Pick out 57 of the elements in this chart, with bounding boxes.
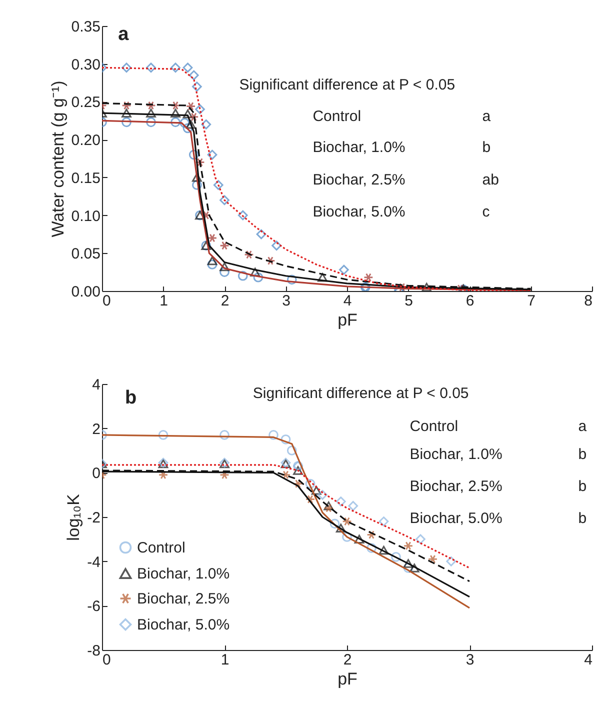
annotation: Control <box>312 108 362 126</box>
y-tick-label: 2 <box>92 420 100 438</box>
annotation: Biochar, 1.0% <box>410 446 502 463</box>
x-tick-label: 2 <box>220 292 230 310</box>
x-tick-label: 4 <box>584 652 592 668</box>
x-tick-label: 4 <box>343 292 352 310</box>
annotation: b <box>482 139 491 156</box>
annotation: b <box>578 478 587 495</box>
x-axis-title: pF <box>338 670 358 688</box>
annotation: Significant difference at P < 0.05 <box>252 385 469 402</box>
legend-label: Biochar, 1.0% <box>137 566 230 582</box>
x-tick-label: 7 <box>527 292 536 310</box>
annotation: Biochar, 1.0% <box>312 139 406 156</box>
annotation: a <box>482 108 492 126</box>
annotation: b <box>578 510 587 528</box>
x-tick-label: 5 <box>404 292 413 310</box>
annotation: Significant difference at P < 0.05 <box>239 76 456 94</box>
y-tick-label: 0 <box>92 465 100 482</box>
y-tick-label: 0.35 <box>71 18 100 36</box>
annotation: ab <box>482 172 499 189</box>
y-tick-label: -4 <box>87 554 100 571</box>
x-tick-label: 0 <box>102 292 111 310</box>
annotation: a <box>578 418 588 436</box>
annotation: Control <box>410 418 458 436</box>
y-tick-label: 0.25 <box>71 94 100 112</box>
annotation: b <box>125 387 137 408</box>
y-tick-label: 4 <box>92 376 100 394</box>
annotation: Biochar, 2.5% <box>312 172 406 189</box>
x-axis-title: pF <box>338 310 358 330</box>
legend-label: Biochar, 2.5% <box>137 590 230 608</box>
x-tick-label: 8 <box>584 292 592 310</box>
annotation: c <box>482 204 490 220</box>
y-tick-label: -8 <box>87 642 100 660</box>
x-tick-label: 2 <box>343 652 352 668</box>
annotation: Biochar, 5.0% <box>410 510 502 528</box>
x-tick-label: 1 <box>220 652 230 668</box>
x-tick-label: 1 <box>160 292 168 310</box>
x-tick-label: 6 <box>466 292 474 310</box>
y-axis-title: log₁₀K <box>64 493 84 541</box>
y-tick-label: 0.20 <box>71 132 100 150</box>
y-tick-label: 0.00 <box>71 284 100 300</box>
legend-label: Biochar, 5.0% <box>137 616 230 634</box>
y-tick-label: -2 <box>87 510 100 526</box>
y-axis-title: Water content (g g⁻¹) <box>48 80 68 238</box>
y-tick-label: 0.10 <box>71 208 100 225</box>
legend-label: Control <box>137 540 186 556</box>
y-tick-label: 0.05 <box>71 246 100 263</box>
y-tick-label: -6 <box>87 598 100 616</box>
x-tick-label: 3 <box>466 652 474 668</box>
annotation: a <box>118 24 130 45</box>
y-tick-label: 0.15 <box>71 170 100 187</box>
annotation: Biochar, 5.0% <box>312 204 406 220</box>
x-tick-label: 3 <box>282 292 290 310</box>
annotation: Biochar, 2.5% <box>410 478 502 495</box>
annotation: b <box>578 446 587 463</box>
x-tick-label: 0 <box>102 652 111 668</box>
y-tick-label: 0.30 <box>71 56 100 74</box>
